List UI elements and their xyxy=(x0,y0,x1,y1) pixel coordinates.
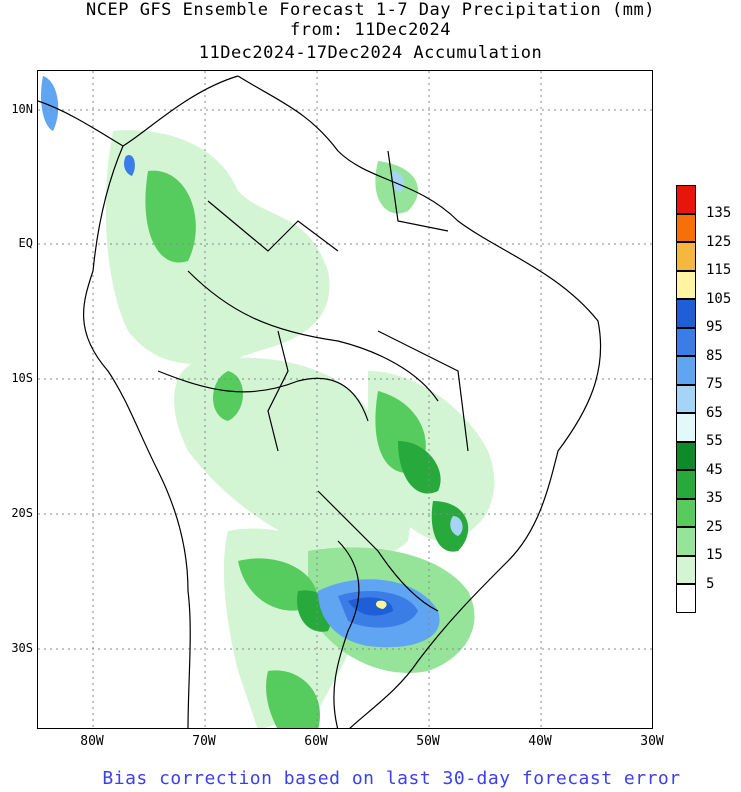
legend-label: 55 xyxy=(706,433,723,449)
legend-label: 105 xyxy=(706,290,732,307)
coastlines-borders xyxy=(38,75,602,728)
legend-label: 85 xyxy=(706,347,723,364)
legend-label: 35 xyxy=(706,490,723,506)
lon-label-40w: 40W xyxy=(528,734,552,749)
legend-label: 15 xyxy=(706,547,723,563)
legend-label: 45 xyxy=(706,461,723,478)
legend-swatch xyxy=(676,584,696,613)
legend-label: 135 xyxy=(706,205,732,221)
legend-swatch xyxy=(676,185,696,214)
legend-label: 125 xyxy=(706,233,732,250)
map-subtitle-date: from: 11Dec2024 xyxy=(289,20,452,40)
lon-label-80w: 80W xyxy=(80,734,104,749)
legend-label: 5 xyxy=(706,575,715,592)
legend-swatch xyxy=(676,555,696,584)
legend-label: 115 xyxy=(706,262,732,278)
lat-label-eq: EQ xyxy=(18,236,33,250)
legend-swatch xyxy=(676,470,696,499)
legend-swatch xyxy=(676,213,696,242)
lat-label-30s: 30S xyxy=(11,641,33,655)
lon-label-70w: 70W xyxy=(192,734,216,749)
legend-swatch xyxy=(676,498,696,527)
lon-label-50w: 50W xyxy=(416,734,440,749)
precipitation-map xyxy=(37,70,653,729)
legend-label: 75 xyxy=(706,376,723,392)
legend-label: 65 xyxy=(706,404,723,421)
lat-label-10s: 10S xyxy=(11,371,33,385)
lat-label-20s: 20S xyxy=(11,506,33,520)
lat-label-10n: 10N xyxy=(11,102,33,116)
legend-label: 95 xyxy=(706,319,723,335)
legend-label: 25 xyxy=(706,518,723,535)
legend-swatch xyxy=(676,242,696,271)
legend-swatch xyxy=(676,384,696,413)
bias-correction-note: Bias correction based on last 30-day for… xyxy=(102,768,681,789)
legend-swatch xyxy=(676,299,696,328)
lon-label-30w: 30W xyxy=(640,734,664,749)
legend-swatch xyxy=(676,327,696,356)
map-title: NCEP GFS Ensemble Forecast 1-7 Day Preci… xyxy=(86,0,655,20)
legend-swatch xyxy=(676,356,696,385)
legend-swatch xyxy=(676,441,696,470)
lon-label-60w: 60W xyxy=(304,734,328,749)
precip-fill xyxy=(41,76,495,728)
legend-swatch xyxy=(676,413,696,442)
gridlines xyxy=(38,71,652,728)
map-subtitle-period: 11Dec2024-17Dec2024 Accumulation xyxy=(198,43,543,63)
legend-swatch xyxy=(676,270,696,299)
legend-swatch xyxy=(676,527,696,556)
